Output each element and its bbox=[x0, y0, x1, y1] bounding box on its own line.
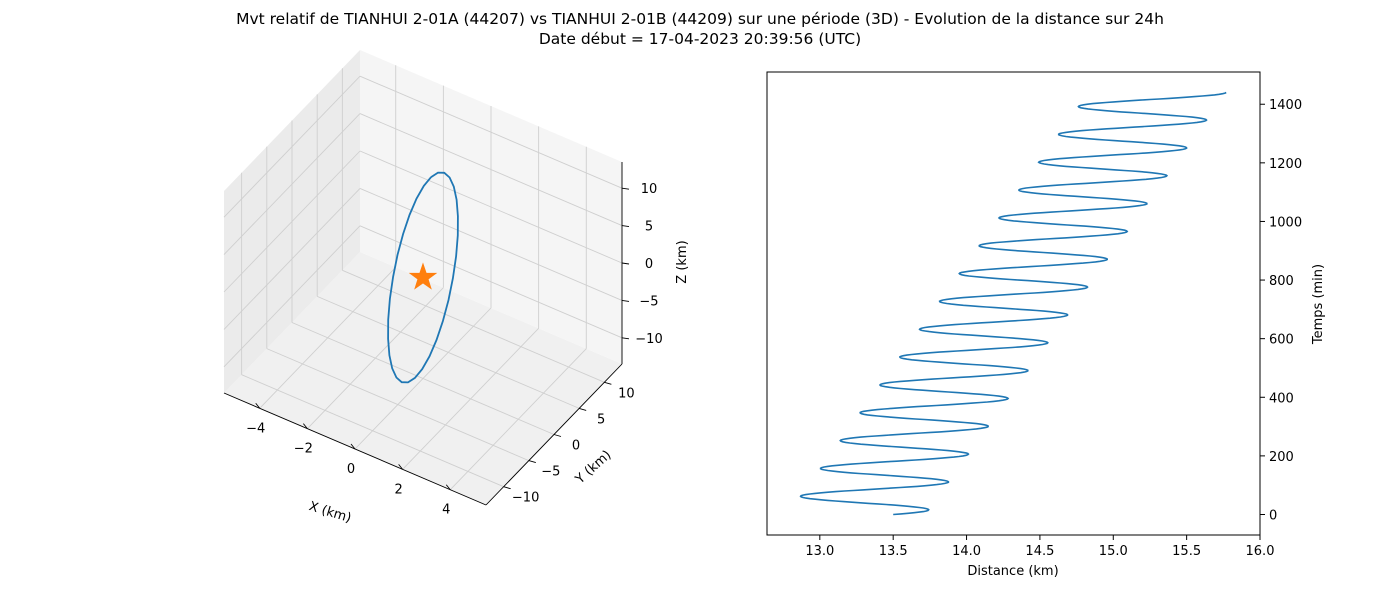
x-tick-3d bbox=[445, 484, 451, 491]
z-tick-3d bbox=[621, 262, 630, 265]
y-tick-3d bbox=[579, 407, 587, 411]
gridline-y-floor bbox=[266, 348, 529, 462]
y-tick-label-2d: 200 bbox=[1269, 450, 1294, 465]
y-tick-3d bbox=[604, 381, 612, 385]
x-tick-3d bbox=[255, 402, 261, 409]
gridline-y-floor bbox=[342, 269, 605, 383]
gridline-z-back bbox=[359, 150, 623, 264]
z-tick-3d bbox=[621, 299, 630, 302]
z-axis-label-3d: Z (km) bbox=[675, 240, 690, 283]
x-tick-label-2d: 14.5 bbox=[1025, 544, 1054, 559]
gridline-y-floor bbox=[317, 295, 580, 409]
x-axis-label-3d: X (km) bbox=[307, 499, 353, 526]
x-tick-label-3d: 0 bbox=[347, 462, 355, 477]
y-tick-3d bbox=[503, 486, 511, 490]
y-tick-label-2d: 1000 bbox=[1269, 215, 1302, 230]
y-tick-label-2d: 0 bbox=[1269, 508, 1277, 523]
origin-star-marker bbox=[408, 262, 438, 290]
plot-frame bbox=[766, 71, 1261, 536]
z-tick-label-3d: −5 bbox=[639, 294, 658, 309]
gridline-z-side bbox=[223, 225, 361, 368]
z-tick-label-3d: 10 bbox=[641, 182, 658, 197]
gridline-z-side bbox=[223, 150, 361, 293]
axis-ticks-2d: 13.0 13.5 14.0 14.5 15.0 15.5 16.0 0 200 400 600 80… bbox=[805, 98, 1302, 559]
x-tick-label-3d: −2 bbox=[294, 442, 313, 457]
y-tick-label-3d: 5 bbox=[597, 412, 605, 427]
x-tick-label-2d: 16.0 bbox=[1246, 544, 1275, 559]
z-tick-label-3d: −10 bbox=[635, 332, 662, 347]
y-tick-label-3d: 0 bbox=[572, 439, 580, 454]
y-axis-label-3d: Y (km) bbox=[572, 448, 614, 488]
figure-title: Mvt relatif de TIANHUI 2-01A (44207) vs … bbox=[0, 9, 1400, 49]
x-tick-label-2d: 13.5 bbox=[879, 544, 908, 559]
title-line-1: Mvt relatif de TIANHUI 2-01A (44207) vs … bbox=[236, 10, 1164, 28]
gridline-z-back bbox=[359, 187, 623, 301]
gridline-z-back bbox=[359, 113, 623, 227]
grid-3d bbox=[223, 65, 623, 491]
y-tick-label-2d: 800 bbox=[1269, 274, 1294, 289]
gridline-y-floor bbox=[291, 322, 555, 435]
x-tick-label-3d: −4 bbox=[246, 421, 265, 436]
x-tick-3d bbox=[398, 464, 403, 470]
x-tick-3d bbox=[303, 423, 308, 429]
distance-line bbox=[799, 91, 1227, 516]
x-tick-3d bbox=[350, 443, 356, 450]
x-tick-label-2d: 13.0 bbox=[805, 544, 834, 559]
z-tick-label-3d: 0 bbox=[645, 257, 653, 272]
gridline-z-back bbox=[359, 75, 623, 189]
x-tick-label-2d: 14.0 bbox=[952, 544, 981, 559]
x-axis-label-2d: Distance (km) bbox=[967, 564, 1058, 579]
orbit-line bbox=[387, 171, 459, 384]
chart-distance-vs-time: 13.0 13.5 14.0 14.5 15.0 15.5 16.0 0 200 400 600 80… bbox=[766, 71, 1326, 579]
y-tick-3d bbox=[553, 434, 562, 437]
x-tick-label-2d: 15.5 bbox=[1172, 544, 1201, 559]
gridline-z-back bbox=[359, 225, 623, 339]
gridline-z-side bbox=[223, 188, 361, 330]
plot-area bbox=[767, 72, 1260, 535]
z-tick-label-3d: 5 bbox=[645, 220, 653, 235]
y-tick-label-3d: −5 bbox=[541, 465, 560, 480]
x-tick-label-2d: 15.0 bbox=[1099, 544, 1128, 559]
y-tick-label-2d: 1400 bbox=[1269, 98, 1302, 113]
y-tick-3d bbox=[528, 460, 536, 464]
y-tick-label-2d: 400 bbox=[1269, 391, 1294, 406]
x-tick-label-3d: 2 bbox=[394, 482, 402, 497]
title-line-2: Date début = 17-04-2023 20:39:56 (UTC) bbox=[538, 30, 862, 48]
y-tick-label-2d: 1200 bbox=[1269, 157, 1302, 172]
y-tick-label-3d: −10 bbox=[512, 491, 539, 506]
x-tick-label-3d: 4 bbox=[442, 503, 450, 518]
gridline-y-floor bbox=[241, 374, 504, 488]
z-tick-3d bbox=[621, 225, 630, 228]
z-tick-3d bbox=[621, 187, 630, 190]
z-tick-3d bbox=[621, 337, 630, 340]
y-tick-label-2d: 600 bbox=[1269, 333, 1294, 348]
gridline-z-side bbox=[223, 113, 361, 255]
y-axis-label-2d: Temps (min) bbox=[1311, 264, 1326, 345]
y-tick-label-3d: 10 bbox=[618, 386, 635, 401]
gridline-z-side bbox=[223, 75, 361, 218]
